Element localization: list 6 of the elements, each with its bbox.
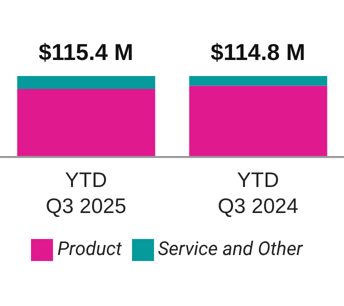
x-tick-label: YTD Q3 2024	[218, 169, 299, 218]
x-tick-label: YTD Q3 2025	[46, 169, 126, 218]
legend-label: Product	[57, 237, 122, 260]
annotation: $115.4 M	[38, 39, 134, 65]
legend-label: Service and Other	[158, 237, 303, 260]
annotation: $114.8 M	[210, 39, 306, 65]
